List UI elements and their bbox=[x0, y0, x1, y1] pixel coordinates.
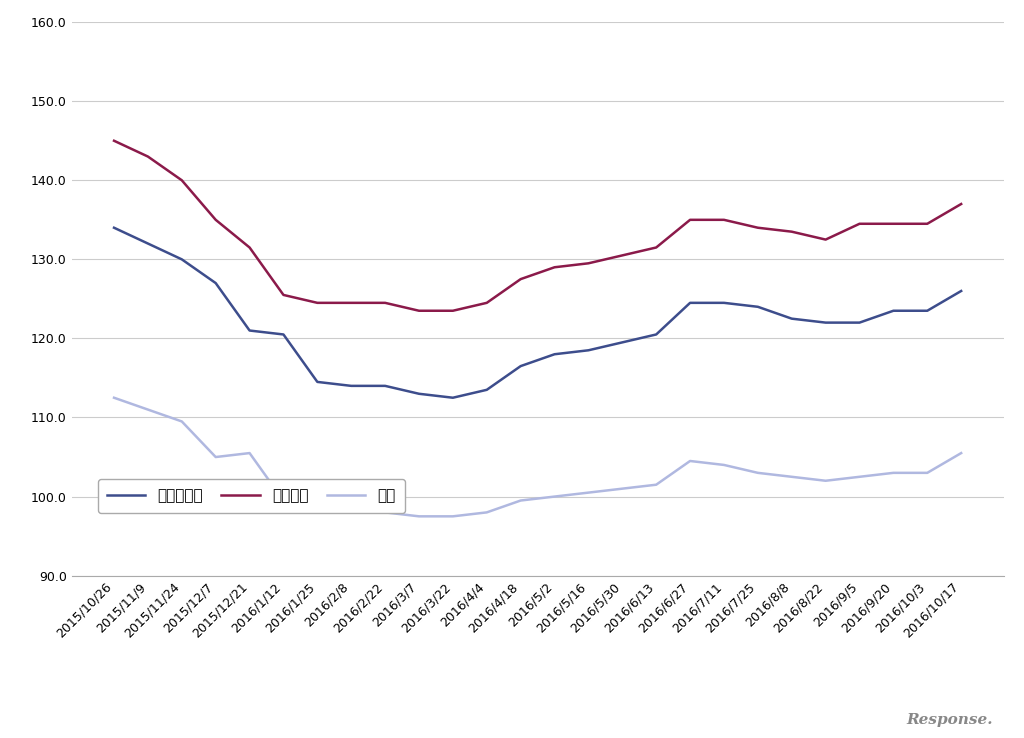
レギュラー bbox=[345, 382, 357, 390]
ハイオク bbox=[413, 306, 425, 315]
レギュラー bbox=[922, 306, 934, 315]
レギュラー bbox=[650, 330, 663, 339]
レギュラー bbox=[141, 239, 154, 248]
ハイオク bbox=[718, 215, 730, 224]
レギュラー bbox=[887, 306, 899, 315]
ハイオク bbox=[955, 199, 968, 208]
ハイオク bbox=[650, 243, 663, 252]
軽油 bbox=[446, 512, 459, 521]
レギュラー bbox=[311, 377, 324, 387]
レギュラー bbox=[785, 314, 798, 323]
レギュラー bbox=[955, 286, 968, 295]
軽油 bbox=[345, 504, 357, 513]
軽油 bbox=[785, 472, 798, 481]
軽油 bbox=[853, 472, 865, 481]
レギュラー bbox=[684, 298, 696, 307]
ハイオク bbox=[616, 251, 629, 260]
ハイオク bbox=[446, 306, 459, 315]
ハイオク bbox=[887, 219, 899, 228]
レギュラー bbox=[244, 326, 256, 335]
ハイオク bbox=[345, 298, 357, 307]
軽油 bbox=[210, 452, 222, 461]
レギュラー bbox=[108, 224, 120, 232]
レギュラー bbox=[210, 279, 222, 288]
軽油 bbox=[887, 469, 899, 477]
ハイオク bbox=[311, 298, 324, 307]
レギュラー bbox=[583, 346, 595, 355]
ハイオク bbox=[853, 219, 865, 228]
Text: Response.: Response. bbox=[907, 713, 993, 727]
ハイオク bbox=[108, 137, 120, 145]
軽油 bbox=[108, 393, 120, 402]
軽油 bbox=[752, 469, 764, 477]
Line: ハイオク: ハイオク bbox=[114, 141, 962, 311]
ハイオク bbox=[244, 243, 256, 252]
Legend: レギュラー, ハイオク, 軽油: レギュラー, ハイオク, 軽油 bbox=[98, 479, 404, 513]
軽油 bbox=[718, 461, 730, 469]
ハイオク bbox=[819, 235, 831, 244]
レギュラー bbox=[413, 390, 425, 399]
軽油 bbox=[379, 508, 391, 517]
ハイオク bbox=[514, 275, 526, 283]
レギュラー bbox=[514, 362, 526, 370]
軽油 bbox=[684, 457, 696, 466]
軽油 bbox=[549, 492, 561, 501]
Line: レギュラー: レギュラー bbox=[114, 228, 962, 398]
ハイオク bbox=[583, 259, 595, 268]
レギュラー bbox=[480, 385, 493, 394]
軽油 bbox=[176, 417, 188, 426]
Line: 軽油: 軽油 bbox=[114, 398, 962, 517]
軽油 bbox=[922, 469, 934, 477]
軽油 bbox=[311, 500, 324, 509]
軽油 bbox=[141, 405, 154, 414]
軽油 bbox=[278, 496, 290, 505]
ハイオク bbox=[379, 298, 391, 307]
軽油 bbox=[819, 476, 831, 485]
レギュラー bbox=[853, 318, 865, 327]
軽油 bbox=[480, 508, 493, 517]
ハイオク bbox=[141, 152, 154, 161]
ハイオク bbox=[785, 227, 798, 236]
軽油 bbox=[650, 480, 663, 489]
レギュラー bbox=[176, 255, 188, 263]
レギュラー bbox=[379, 382, 391, 390]
レギュラー bbox=[718, 298, 730, 307]
軽油 bbox=[616, 484, 629, 493]
ハイオク bbox=[278, 291, 290, 300]
ハイオク bbox=[922, 219, 934, 228]
レギュラー bbox=[752, 303, 764, 311]
ハイオク bbox=[480, 298, 493, 307]
レギュラー bbox=[549, 350, 561, 359]
ハイオク bbox=[210, 215, 222, 224]
レギュラー bbox=[278, 330, 290, 339]
軽油 bbox=[413, 512, 425, 521]
レギュラー bbox=[819, 318, 831, 327]
ハイオク bbox=[549, 263, 561, 272]
ハイオク bbox=[176, 176, 188, 184]
ハイオク bbox=[684, 215, 696, 224]
レギュラー bbox=[446, 393, 459, 402]
軽油 bbox=[583, 489, 595, 497]
軽油 bbox=[514, 496, 526, 505]
軽油 bbox=[244, 449, 256, 458]
軽油 bbox=[955, 449, 968, 458]
レギュラー bbox=[616, 338, 629, 347]
ハイオク bbox=[752, 224, 764, 232]
